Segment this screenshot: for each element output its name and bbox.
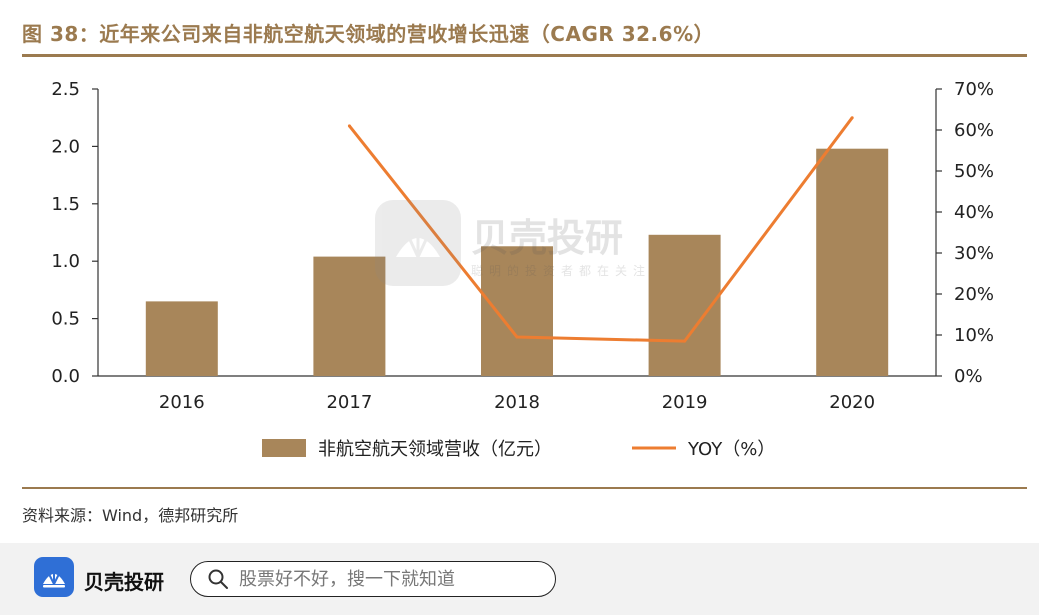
bar-2020 — [816, 148, 889, 376]
left-tick-label: 2.5 — [51, 79, 80, 100]
bar-2017 — [313, 256, 386, 376]
left-tick-label: 1.5 — [51, 194, 80, 215]
legend-bar-label: 非航空航天领域营收（亿元） — [318, 439, 552, 460]
right-tick-label: 40% — [954, 202, 994, 223]
shell-logo-icon[interactable] — [34, 557, 74, 597]
right-tick-label: 60% — [954, 120, 994, 141]
right-tick-label: 30% — [954, 243, 994, 264]
source-note: 资料来源：Wind，德邦研究所 — [22, 506, 239, 525]
legend-line-label: YOY（%） — [687, 439, 775, 460]
source-divider — [22, 487, 1027, 489]
search-input[interactable] — [237, 567, 541, 591]
bar-2018 — [481, 246, 553, 376]
x-tick-label: 2020 — [829, 392, 875, 413]
right-tick-label: 10% — [954, 325, 994, 346]
left-tick-label: 1.0 — [51, 251, 80, 272]
bar-2019 — [648, 234, 721, 376]
footer-bar: 贝壳投研 — [0, 543, 1039, 615]
x-tick-label: 2018 — [494, 392, 540, 413]
title-divider — [22, 54, 1027, 57]
search-icon[interactable] — [207, 568, 229, 590]
right-tick-label: 0% — [954, 366, 983, 387]
legend-bar-swatch — [262, 439, 306, 457]
right-tick-label: 50% — [954, 161, 994, 182]
brand-name[interactable]: 贝壳投研 — [84, 570, 164, 594]
yoy-point-2017 — [347, 124, 351, 128]
yoy-point-2018 — [515, 335, 519, 339]
left-tick-label: 0.5 — [51, 309, 80, 330]
right-tick-label: 20% — [954, 284, 994, 305]
x-tick-label: 2017 — [326, 392, 372, 413]
x-tick-label: 2016 — [159, 392, 205, 413]
yoy-point-2020 — [850, 116, 854, 120]
left-tick-label: 2.0 — [51, 136, 80, 157]
yoy-point-2019 — [683, 339, 687, 343]
left-tick-label: 0.0 — [51, 366, 80, 387]
chart: 0.0 0.5 1.0 1.5 2.0 2.5 0% 10% 20% 30% 40% 50% 60% 70… — [51, 79, 994, 460]
yoy-line — [348, 116, 854, 343]
search-box[interactable] — [190, 561, 556, 597]
chart-title: 图 38：近年来公司来自非航空航天领域的营收增长迅速（CAGR 32.6%） — [22, 22, 715, 46]
right-tick-label: 70% — [954, 79, 994, 100]
x-tick-label: 2019 — [662, 392, 708, 413]
bar-2016 — [145, 301, 218, 376]
